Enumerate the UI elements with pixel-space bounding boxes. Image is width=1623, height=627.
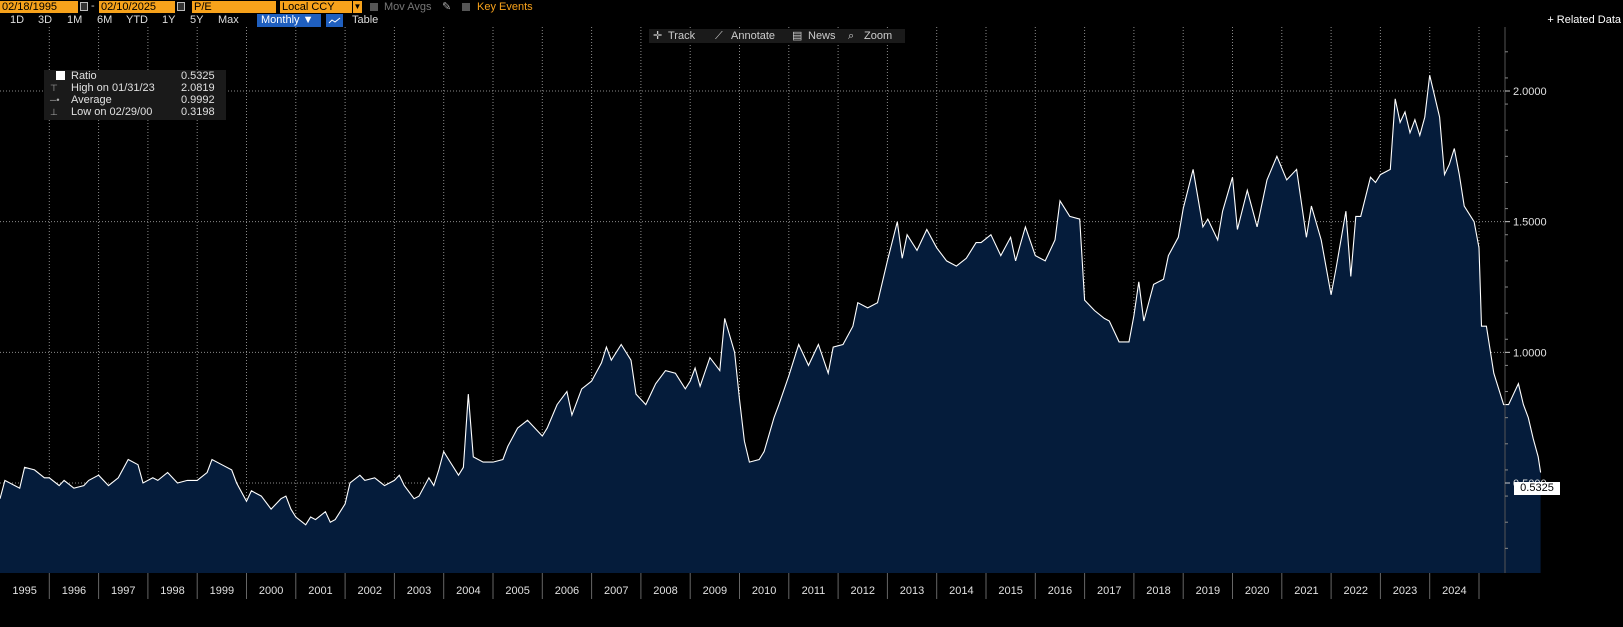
ratio-line xyxy=(0,75,1542,526)
calendar-icon[interactable] xyxy=(177,2,185,11)
chart-action-bar: ✛ Track ⟋ Annotate ▤ News ⌕ Zoom xyxy=(649,29,905,43)
x-tick-label: 2024 xyxy=(1442,585,1466,597)
range-toolbar: 1D 3D 1M 6M YTD 1Y 5Y Max Monthly ▼ Tabl… xyxy=(0,14,1623,27)
x-tick-label: 1995 xyxy=(12,585,36,597)
legend-average-label: Average xyxy=(71,94,112,106)
mov-avgs-checkbox[interactable] xyxy=(370,3,378,11)
zoom-button[interactable]: Zoom xyxy=(864,30,893,42)
legend-high-value: 2.0819 xyxy=(181,82,215,94)
x-tick-label: 1999 xyxy=(210,585,234,597)
range-3d-button[interactable]: 3D xyxy=(38,14,53,26)
x-tick-label: 2010 xyxy=(752,585,776,597)
search-icon[interactable]: ⌕ xyxy=(848,30,855,42)
legend-low-value: 0.3198 xyxy=(181,106,215,118)
legend-low-label: Low on 02/29/00 xyxy=(71,106,153,118)
mov-avgs-label: Mov Avgs xyxy=(384,1,432,13)
chart-legend: Ratio 0.5325 ⊤ High on 01/31/23 2.0819 ─… xyxy=(44,70,226,120)
legend-ratio-label: Ratio xyxy=(71,70,97,82)
related-data-button[interactable]: + Related Data xyxy=(1547,14,1621,26)
legend-average-value: 0.9992 xyxy=(181,94,215,106)
range-5y-button[interactable]: 5Y xyxy=(190,14,204,26)
x-tick-label: 2001 xyxy=(308,585,332,597)
top-toolbar: 02/18/1995 - 02/10/2025 P/E Local CCY ▼ … xyxy=(0,0,1623,14)
chevron-down-icon[interactable]: ▼ xyxy=(352,1,362,13)
news-button[interactable]: News xyxy=(808,30,836,42)
x-tick-label: 2011 xyxy=(802,585,826,597)
y-tick-label: 2.0000 xyxy=(1513,86,1547,98)
legend-high-row[interactable]: ⊤ High on 01/31/23 2.0819 xyxy=(44,82,226,94)
high-marker-icon: ⊤ xyxy=(50,83,58,93)
range-6m-button[interactable]: 6M xyxy=(97,14,113,26)
low-marker-icon: ⊥ xyxy=(50,107,58,117)
legend-low-row[interactable]: ⊥ Low on 02/29/00 0.3198 xyxy=(44,106,226,118)
range-1y-button[interactable]: 1Y xyxy=(162,14,176,26)
x-tick-label: 2008 xyxy=(653,585,677,597)
x-tick-label: 2006 xyxy=(555,585,579,597)
x-tick-label: 1996 xyxy=(62,585,86,597)
crosshair-icon[interactable]: ✛ xyxy=(653,30,663,42)
x-tick-label: 2004 xyxy=(456,585,480,597)
x-tick-label: 2003 xyxy=(407,585,431,597)
pencil-icon[interactable]: ✎ xyxy=(442,1,452,13)
y-tick-label: 1.5000 xyxy=(1513,217,1547,229)
field-input[interactable]: P/E xyxy=(192,1,276,13)
x-tick-label: 2005 xyxy=(505,585,529,597)
x-tick-label: 2007 xyxy=(604,585,628,597)
x-tick-label: 2023 xyxy=(1393,585,1417,597)
x-tick-label: 2019 xyxy=(1196,585,1220,597)
x-axis: 1995 1996 1997 1998 1999 2000 2001 2002 2003 2004… xyxy=(0,573,1623,627)
x-tick-label: 2000 xyxy=(259,585,283,597)
x-tick-label: 2014 xyxy=(949,585,973,597)
x-tick-label: 1997 xyxy=(111,585,135,597)
series-swatch-icon xyxy=(56,71,65,80)
key-events-label: Key Events xyxy=(477,1,533,13)
legend-high-label: High on 01/31/23 xyxy=(71,82,155,94)
key-events-checkbox[interactable] xyxy=(462,3,470,11)
legend-ratio-row[interactable]: Ratio 0.5325 xyxy=(44,70,226,82)
periodicity-dropdown[interactable]: Monthly ▼ xyxy=(257,14,321,27)
x-tick-label: 1998 xyxy=(160,585,184,597)
range-1d-button[interactable]: 1D xyxy=(10,14,25,26)
x-tick-label: 2016 xyxy=(1048,585,1072,597)
ratio-area xyxy=(0,75,1541,574)
x-tick-label: 2022 xyxy=(1344,585,1368,597)
x-axis-band xyxy=(0,573,1623,627)
last-value-label: 0.5325 xyxy=(1514,482,1560,495)
track-button[interactable]: Track xyxy=(668,30,696,42)
x-tick-label: 2020 xyxy=(1245,585,1269,597)
currency-select[interactable]: Local CCY xyxy=(280,1,352,13)
calendar-icon[interactable] xyxy=(80,2,88,11)
x-tick-label: 2009 xyxy=(703,585,727,597)
end-date-field[interactable]: 02/10/2025 xyxy=(99,1,175,13)
x-tick-label: 2002 xyxy=(358,585,382,597)
date-separator: - xyxy=(91,0,95,12)
average-marker-icon: ─• xyxy=(50,95,60,105)
legend-average-row[interactable]: ─• Average 0.9992 xyxy=(44,94,226,106)
range-ytd-button[interactable]: YTD xyxy=(126,14,148,26)
x-tick-label: 2015 xyxy=(998,585,1022,597)
y-tick-label: 1.0000 xyxy=(1513,347,1547,359)
x-tick-label: 2012 xyxy=(851,585,875,597)
pencil-icon[interactable]: ⟋ xyxy=(715,30,723,42)
range-max-button[interactable]: Max xyxy=(218,14,239,26)
x-tick-label: 2018 xyxy=(1146,585,1170,597)
news-icon[interactable]: ▤ xyxy=(792,30,803,42)
x-tick-label: 2013 xyxy=(900,585,924,597)
chart-type-icon[interactable] xyxy=(326,14,343,27)
x-tick-label: 2017 xyxy=(1097,585,1121,597)
annotate-button[interactable]: Annotate xyxy=(731,30,776,42)
legend-ratio-value: 0.5325 xyxy=(181,70,215,82)
table-button[interactable]: Table xyxy=(352,14,379,26)
x-tick-label: 2021 xyxy=(1294,585,1318,597)
start-date-field[interactable]: 02/18/1995 xyxy=(0,1,78,13)
range-1m-button[interactable]: 1M xyxy=(67,14,83,26)
